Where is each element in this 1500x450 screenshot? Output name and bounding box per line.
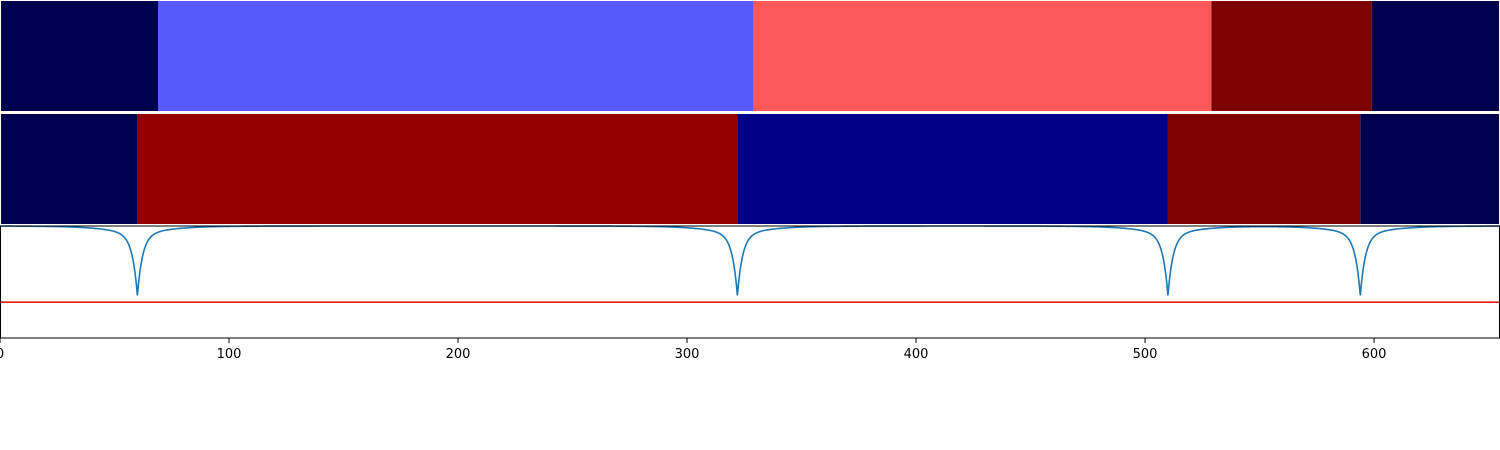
x-tick-label-400: 400	[904, 347, 929, 362]
boundary-score-panel	[0, 225, 1500, 339]
x-tick-label-100: 100	[217, 347, 242, 362]
x-axis: 0 100 200 300 400 500 600	[0, 338, 1386, 362]
row2-segment-2	[137, 113, 738, 225]
x-tick-label-600: 600	[1362, 347, 1387, 362]
row2-segment-4	[1167, 113, 1361, 225]
row2-segment-1	[0, 113, 138, 225]
score-panel-background	[0, 226, 1500, 338]
row2-segment-5	[1360, 113, 1500, 225]
row1-segment-3	[753, 0, 1212, 112]
row1-segment-5	[1371, 0, 1500, 112]
segment-row-1	[0, 0, 1500, 112]
row1-segment-4	[1211, 0, 1372, 112]
row2-segment-3	[737, 113, 1168, 225]
x-tick-label-200: 200	[446, 347, 471, 362]
row1-segment-1	[0, 0, 159, 112]
x-tick-label-0: 0	[0, 347, 4, 362]
segment-row-2	[0, 113, 1500, 225]
row1-segment-2	[158, 0, 754, 112]
x-tick-label-300: 300	[675, 347, 700, 362]
x-tick-label-500: 500	[1133, 347, 1158, 362]
